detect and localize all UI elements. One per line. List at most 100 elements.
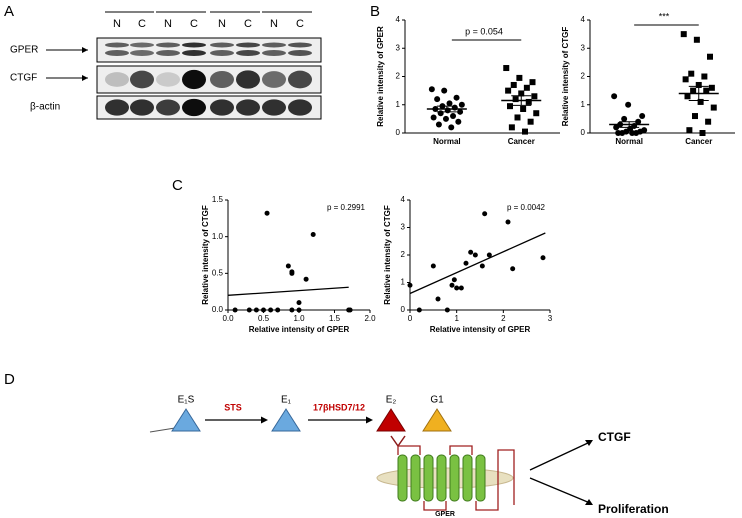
data-point — [289, 270, 295, 276]
arrow — [529, 477, 591, 504]
y-tick-label: 0.0 — [212, 305, 224, 314]
band — [210, 42, 234, 48]
data-point — [705, 118, 712, 125]
band — [105, 42, 129, 48]
data-point — [435, 121, 442, 128]
node-label: E₁ — [281, 395, 292, 406]
y-tick-label: 0 — [396, 128, 401, 137]
data-point — [507, 103, 513, 110]
data-point — [621, 115, 628, 122]
data-point — [527, 118, 534, 125]
band — [182, 98, 206, 117]
band — [236, 70, 260, 89]
arrow-head — [82, 47, 88, 53]
y-tick-label: 3 — [581, 43, 586, 52]
data-point — [512, 96, 519, 103]
y-tick-label: 4 — [581, 15, 586, 24]
data-point — [455, 118, 462, 125]
data-point — [268, 307, 274, 313]
lane-label: N — [164, 18, 172, 30]
pathway-diagram: E₁S E₁ E₂ G1 STS 17βHSD7/12 GPER CTGF Pr… — [149, 395, 669, 518]
sem-bar — [619, 121, 640, 128]
y-axis-label: Relative intensity of CTGF — [561, 27, 570, 127]
lane-label: N — [270, 18, 278, 30]
panel-label: B — [370, 3, 380, 20]
panel-label: C — [172, 177, 183, 194]
y-tick-label: 2 — [401, 250, 406, 259]
lane-label: C — [244, 18, 252, 30]
band — [130, 70, 154, 89]
data-point — [479, 263, 485, 269]
data-point — [682, 76, 689, 83]
data-point — [505, 219, 511, 225]
data-point — [525, 98, 532, 105]
lane-label: C — [296, 18, 304, 30]
band — [288, 70, 312, 89]
output-label: Proliferation — [598, 502, 669, 516]
band — [288, 99, 312, 116]
data-point — [289, 307, 295, 313]
data-point — [486, 252, 492, 258]
blot-row-label: GPER — [10, 45, 38, 56]
data-point — [613, 124, 620, 131]
band — [105, 72, 129, 87]
enzyme-label: 17βHSD7/12 — [313, 402, 365, 412]
x-tick-label: 2.0 — [364, 314, 376, 323]
data-point — [522, 128, 528, 135]
data-point — [533, 110, 540, 117]
y-axis-label: Relative intensity of GPER — [376, 26, 385, 127]
data-point — [264, 210, 270, 216]
data-point — [523, 84, 530, 91]
data-point — [437, 110, 444, 117]
output-label: CTGF — [598, 430, 631, 444]
data-point — [296, 300, 302, 306]
e2-triangle — [376, 408, 406, 432]
e1s-triangle — [171, 408, 201, 432]
data-point — [232, 307, 238, 313]
arrow-head — [585, 499, 593, 505]
y-tick-label: 3 — [401, 223, 406, 232]
x-tick-label: 0.5 — [258, 314, 270, 323]
data-point — [450, 113, 457, 120]
data-point — [516, 74, 523, 81]
data-point — [697, 98, 704, 105]
band — [236, 42, 260, 48]
data-point — [508, 124, 515, 131]
data-point — [701, 73, 708, 80]
data-point — [454, 285, 460, 291]
y-tick-label: 4 — [401, 195, 406, 204]
band — [262, 99, 286, 116]
data-point — [518, 90, 525, 97]
y-tick-label: 1 — [396, 100, 401, 109]
band — [210, 70, 234, 89]
data-point — [615, 130, 622, 136]
band — [236, 50, 260, 56]
data-point — [430, 114, 437, 121]
arrow — [529, 441, 591, 471]
data-point — [448, 124, 455, 131]
data-point — [446, 100, 453, 107]
data-point — [407, 282, 413, 288]
y-tick-label: 1 — [401, 278, 406, 287]
data-point — [707, 53, 713, 60]
annotation: p = 0.2991 — [327, 203, 366, 212]
data-point — [303, 276, 309, 282]
band — [210, 99, 234, 116]
data-point — [441, 87, 448, 94]
annotation: *** — [659, 11, 670, 21]
data-point — [275, 307, 281, 313]
data-point — [416, 307, 422, 313]
y-axis-label: Relative intensity of CTGF — [383, 205, 392, 305]
band — [130, 50, 154, 56]
band — [156, 50, 180, 56]
data-point — [451, 277, 457, 283]
blot-box — [96, 37, 322, 63]
band — [262, 42, 286, 48]
data-point — [458, 101, 465, 108]
band — [288, 50, 312, 56]
fit-line — [409, 232, 546, 295]
data-point — [708, 84, 715, 91]
y-tick-label: 2 — [581, 72, 586, 81]
